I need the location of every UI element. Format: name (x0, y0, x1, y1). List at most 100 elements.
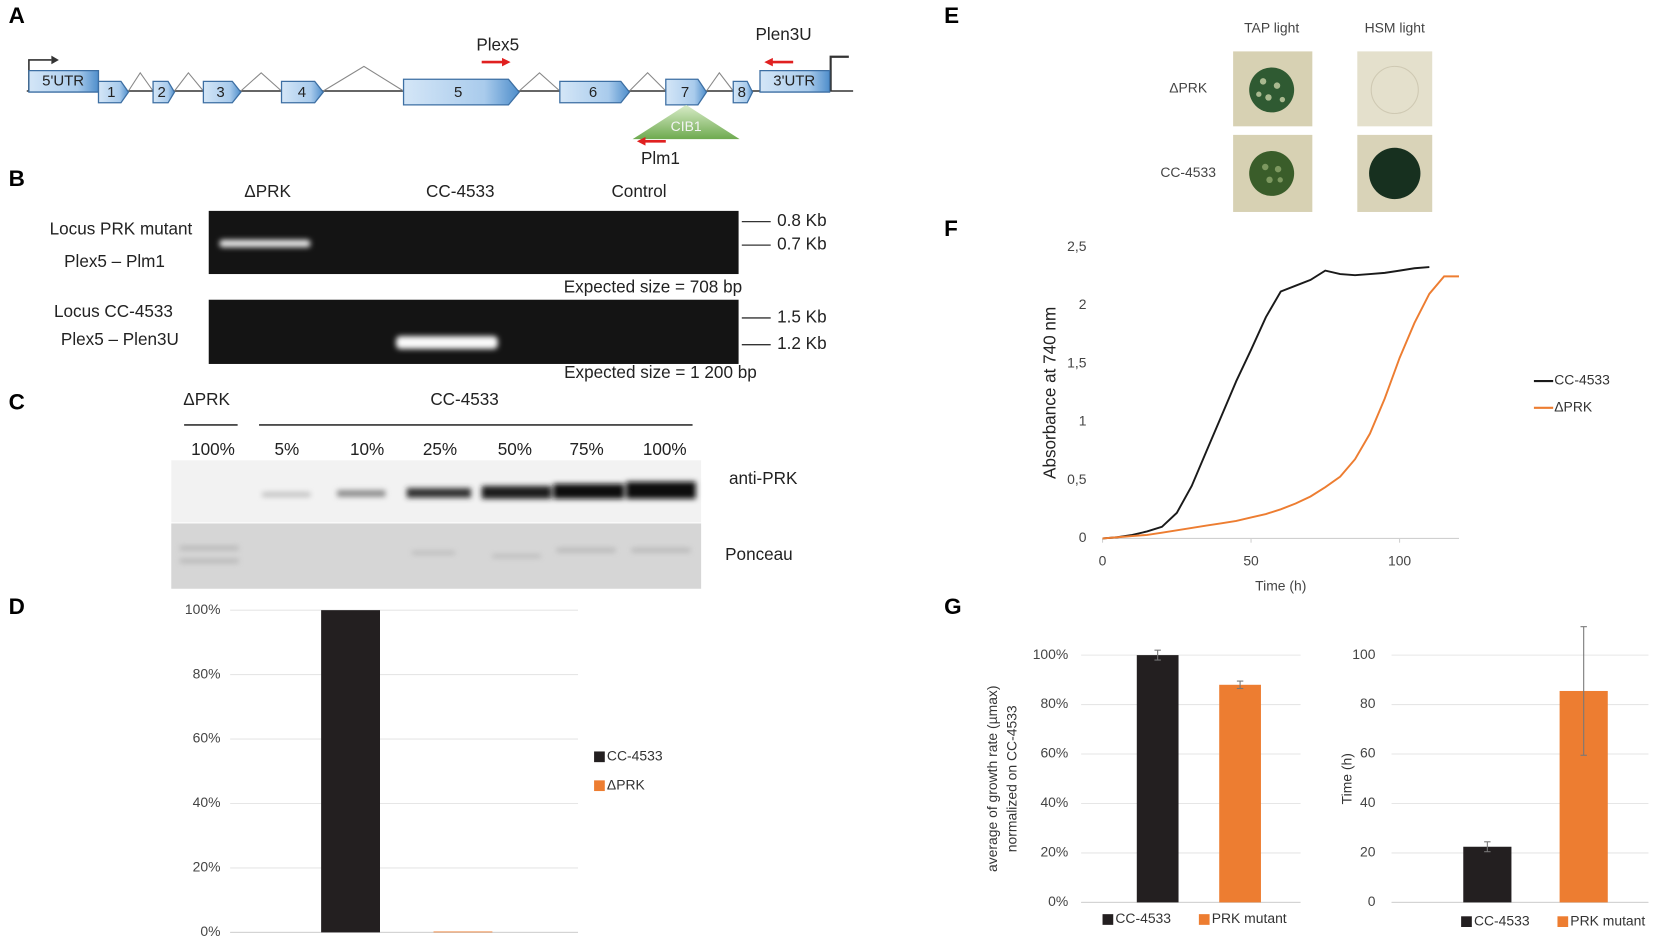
blot-label: anti-PRK (729, 469, 798, 488)
exon-label: 2 (157, 84, 165, 101)
y-axis-label: average of growth rate (µmax) (984, 685, 1000, 872)
y-tick-label: 2 (1079, 296, 1087, 312)
lane-label: CC-4533 (426, 182, 494, 201)
panel-label: A (9, 3, 25, 28)
locus-label: Locus CC-4533 (54, 302, 173, 321)
utr-label: 3'UTR (773, 72, 815, 89)
legend-label: PRK mutant (1212, 910, 1287, 926)
column-label: TAP light (1244, 20, 1299, 36)
bar (1136, 655, 1179, 903)
legend-label: CC-4533 (1554, 372, 1610, 388)
primer-label: Plex5 (476, 36, 519, 55)
exon-label: 5 (454, 84, 462, 101)
insert-label: CIB1 (671, 118, 702, 134)
y-axis-label: Absorbance at 740 nm (1041, 307, 1060, 479)
line (1102, 266, 1430, 540)
line (1102, 275, 1459, 540)
blot-label: Ponceau (725, 545, 793, 564)
exon-label: 1 (107, 84, 115, 101)
lane-label: ΔPRK (244, 182, 291, 201)
legend-label: ΔPRK (607, 776, 646, 792)
primer-pair: Plex5 – Plm1 (64, 252, 165, 271)
y-tick-label: 80% (193, 665, 221, 681)
lane-label: 5% (275, 440, 300, 459)
error-bar (1236, 680, 1244, 690)
legend-label: ΔPRK (1554, 399, 1593, 415)
lane-label: 100% (191, 440, 235, 459)
y-tick-label: 100% (185, 601, 221, 617)
expected-size: Expected size = 708 bp (564, 277, 742, 296)
x-tick-label: 100 (1388, 553, 1411, 569)
exon-label: 3 (216, 84, 224, 101)
y-tick-label: 2,5 (1067, 238, 1087, 254)
marker-label: 1.2 Kb (777, 334, 826, 353)
bar (433, 931, 493, 933)
y-tick-label: 40% (1040, 794, 1068, 810)
y-tick-label: 100% (1033, 646, 1069, 662)
panel-label: B (9, 166, 25, 191)
panel-label: G (944, 594, 961, 619)
y-tick-label: 80% (1040, 695, 1068, 711)
primer-pair: Plex5 – Plen3U (61, 330, 179, 349)
y-tick-label: 0 (1368, 893, 1376, 909)
y-tick-label: 40% (193, 794, 221, 810)
error-bar (1580, 626, 1587, 756)
y-tick-label: 1,5 (1067, 354, 1087, 370)
y-axis-label: normalized on CC-4533 (1003, 705, 1019, 852)
y-tick-label: 0,5 (1067, 471, 1087, 487)
y-tick-label: 20 (1360, 844, 1376, 860)
marker-label: 0.7 Kb (777, 235, 826, 254)
legend-label: CC-4533 (1474, 912, 1530, 928)
bar (1219, 684, 1261, 903)
y-axis-label: Time (h) (1338, 753, 1354, 804)
utr-label: 5'UTR (42, 72, 84, 89)
exon-label: 7 (681, 84, 689, 101)
y-tick-label: 0% (1048, 893, 1068, 909)
lane-label: 25% (423, 440, 457, 459)
exon-label: 4 (298, 84, 306, 101)
y-tick-label: 80 (1360, 695, 1376, 711)
y-tick-label: 60 (1360, 745, 1376, 761)
panel-label: D (9, 594, 25, 619)
plates-panel: TAP light HSM light ΔPRK CC-4533 (1160, 20, 1433, 212)
gene-diagram: 5'UTR 1 2 3 4 5 6 7 8 3'UTR CIB1 Plex5 P… (26, 25, 854, 168)
charts: 0% 20% 40% 60% 80% 100% CC-4533 ΔPRK 0 0,5 1 1,5 2 2,… (185, 238, 1649, 939)
exon-label: 8 (738, 84, 746, 101)
panel-label: F (944, 216, 958, 241)
lane-label: 50% (498, 440, 532, 459)
lane-label: 75% (569, 440, 603, 459)
primer-label: Plm1 (641, 149, 680, 168)
group-label: CC-4533 (430, 390, 498, 409)
y-tick-label: 0% (200, 923, 220, 939)
legend-swatch (594, 780, 605, 792)
y-tick-label: 40 (1360, 794, 1376, 810)
exon-label: 6 (589, 84, 597, 101)
x-tick-label: 50 (1243, 553, 1259, 569)
column-label: HSM light (1365, 20, 1425, 36)
legend-swatch (1102, 914, 1114, 925)
error-bar (1484, 841, 1491, 853)
row-label: ΔPRK (1169, 80, 1208, 96)
y-tick-label: 100 (1352, 646, 1375, 662)
y-tick-label: 20% (1040, 844, 1068, 860)
panel-label: E (944, 3, 959, 28)
locus-label: Locus PRK mutant (50, 220, 193, 239)
legend-label: CC-4533 (1115, 910, 1171, 926)
lane-label: Control (611, 182, 666, 201)
y-tick-label: 20% (193, 859, 221, 875)
legend-label: PRK mutant (1570, 912, 1645, 928)
x-axis-label: Time (h) (1255, 577, 1306, 593)
group-label: ΔPRK (183, 390, 230, 409)
lane-label: 10% (350, 440, 384, 459)
y-tick-label: 0 (1079, 529, 1087, 545)
bar (321, 610, 380, 933)
error-bar (1154, 649, 1161, 661)
y-tick-label: 1 (1079, 413, 1087, 429)
gel-panel: ΔPRK CC-4533 Control Locus PRK mutant Pl… (50, 182, 827, 382)
legend-swatch (1557, 916, 1569, 927)
row-label: CC-4533 (1160, 164, 1216, 180)
legend-swatch (1461, 916, 1472, 927)
bar (1463, 846, 1512, 903)
primer-label: Plen3U (755, 25, 811, 44)
